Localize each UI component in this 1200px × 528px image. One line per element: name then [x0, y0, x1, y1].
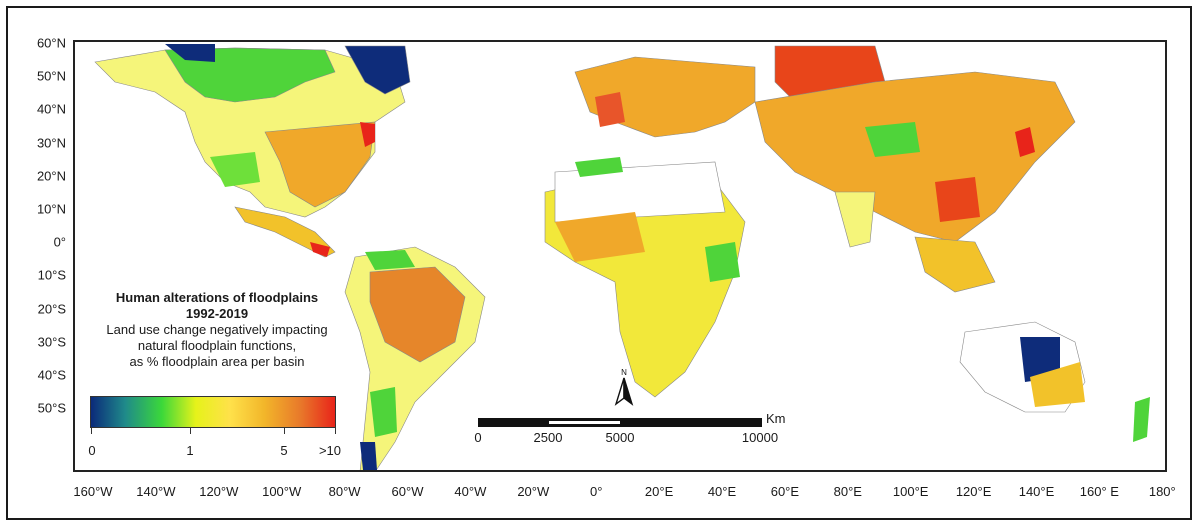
- legend-tick-1: [190, 428, 191, 434]
- japan-red: [1015, 127, 1035, 157]
- asia-landmass: [754, 71, 1076, 243]
- latitude-label: 50°S: [37, 400, 66, 416]
- china-red-region: [935, 177, 980, 222]
- longitude-label: 140°E: [1018, 484, 1055, 499]
- longitude-label: 80°W: [328, 484, 361, 499]
- legend-tick-label: >10: [318, 443, 342, 458]
- longitude-label: 60°E: [770, 484, 800, 499]
- scale-label: 10000: [741, 430, 779, 445]
- scale-label: 5000: [605, 430, 635, 445]
- legend-tick-10: [335, 428, 336, 434]
- sahara-white: [554, 161, 726, 223]
- north-arrow-label: N: [621, 368, 627, 377]
- latitude-label: 40°S: [37, 367, 66, 383]
- legend-tick-0: [91, 428, 92, 434]
- longitude-label: 180°: [1148, 484, 1176, 499]
- longitude-label: 0°: [589, 484, 603, 499]
- new-zealand-green: [1133, 397, 1150, 442]
- scale-label: 2500: [533, 430, 563, 445]
- latitude-label: 30°N: [36, 135, 66, 151]
- longitude-label: 40°E: [707, 484, 737, 499]
- legend-tick-label: 1: [186, 443, 194, 458]
- scale-unit: Km: [766, 411, 786, 426]
- east-africa-green: [705, 242, 740, 282]
- canada-blue-region: [344, 45, 411, 95]
- patagonia-green-region: [370, 387, 397, 437]
- longitude-label: 140°W: [136, 484, 176, 499]
- latitude-label: 20°N: [36, 168, 66, 184]
- longitude-label: 80°E: [833, 484, 862, 499]
- australia-blue: [1020, 337, 1060, 382]
- legend-desc-line1: Land use change negatively impacting: [106, 322, 328, 337]
- alaska-blue-region: [165, 44, 215, 62]
- scale-label: 0: [474, 430, 482, 445]
- longitude-label: 160° E: [1079, 484, 1119, 499]
- legend-title-line2: 1992-2019: [185, 306, 249, 321]
- legend-tick-label: 0: [88, 443, 96, 458]
- legend-desc-line3: as % floodplain area per basin: [129, 354, 305, 369]
- legend-tick-label: 5: [280, 443, 288, 458]
- longitude-label: 40°W: [454, 484, 487, 499]
- legend-title-line1: Human alterations of floodplains: [115, 290, 319, 305]
- latitude-label: 10°N: [36, 201, 66, 217]
- europe-west-red: [595, 92, 625, 127]
- latitude-label: 20°S: [37, 301, 66, 317]
- north-africa-green: [575, 157, 623, 177]
- latitude-label: 0°: [53, 234, 66, 250]
- north-arrow-icon: N: [614, 368, 634, 406]
- latitude-label: 60°N: [36, 35, 66, 51]
- legend-tick-5: [284, 428, 285, 434]
- west-africa-orange: [555, 212, 645, 262]
- legend-color-ramp: [90, 396, 336, 428]
- scale-bar: [478, 418, 762, 427]
- australia-yellow: [1030, 362, 1085, 407]
- mexico-central-america: [234, 206, 336, 258]
- longitude-label: 100°E: [892, 484, 929, 499]
- longitude-label: 60°W: [391, 484, 424, 499]
- us-west-green-region: [210, 152, 260, 187]
- latitude-label: 30°S: [37, 334, 66, 350]
- longitude-label: 120°W: [199, 484, 239, 499]
- india-yellow: [834, 191, 876, 248]
- chile-blue-region: [360, 442, 377, 470]
- longitude-label: 20°W: [517, 484, 550, 499]
- amazon-orange-region: [369, 266, 466, 363]
- latitude-label: 10°S: [37, 267, 66, 283]
- longitude-label: 100°W: [262, 484, 302, 499]
- central-asia-green: [865, 122, 920, 157]
- legend-desc-line2: natural floodplain functions,: [137, 338, 297, 353]
- longitude-label: 160°W: [73, 484, 113, 499]
- southeast-asia: [914, 236, 996, 293]
- latitude-label: 50°N: [36, 68, 66, 84]
- figure-frame: [6, 6, 1192, 520]
- us-east-red-region: [360, 122, 375, 147]
- south-america-green-north: [365, 250, 415, 270]
- latitude-label: 40°N: [36, 101, 66, 117]
- central-america-red: [310, 242, 330, 257]
- longitude-label: 20°E: [644, 484, 674, 499]
- longitude-label: 120°E: [955, 484, 992, 499]
- map-svg: [94, 44, 1150, 470]
- legend: Human alterations of floodplains 1992-20…: [86, 290, 348, 370]
